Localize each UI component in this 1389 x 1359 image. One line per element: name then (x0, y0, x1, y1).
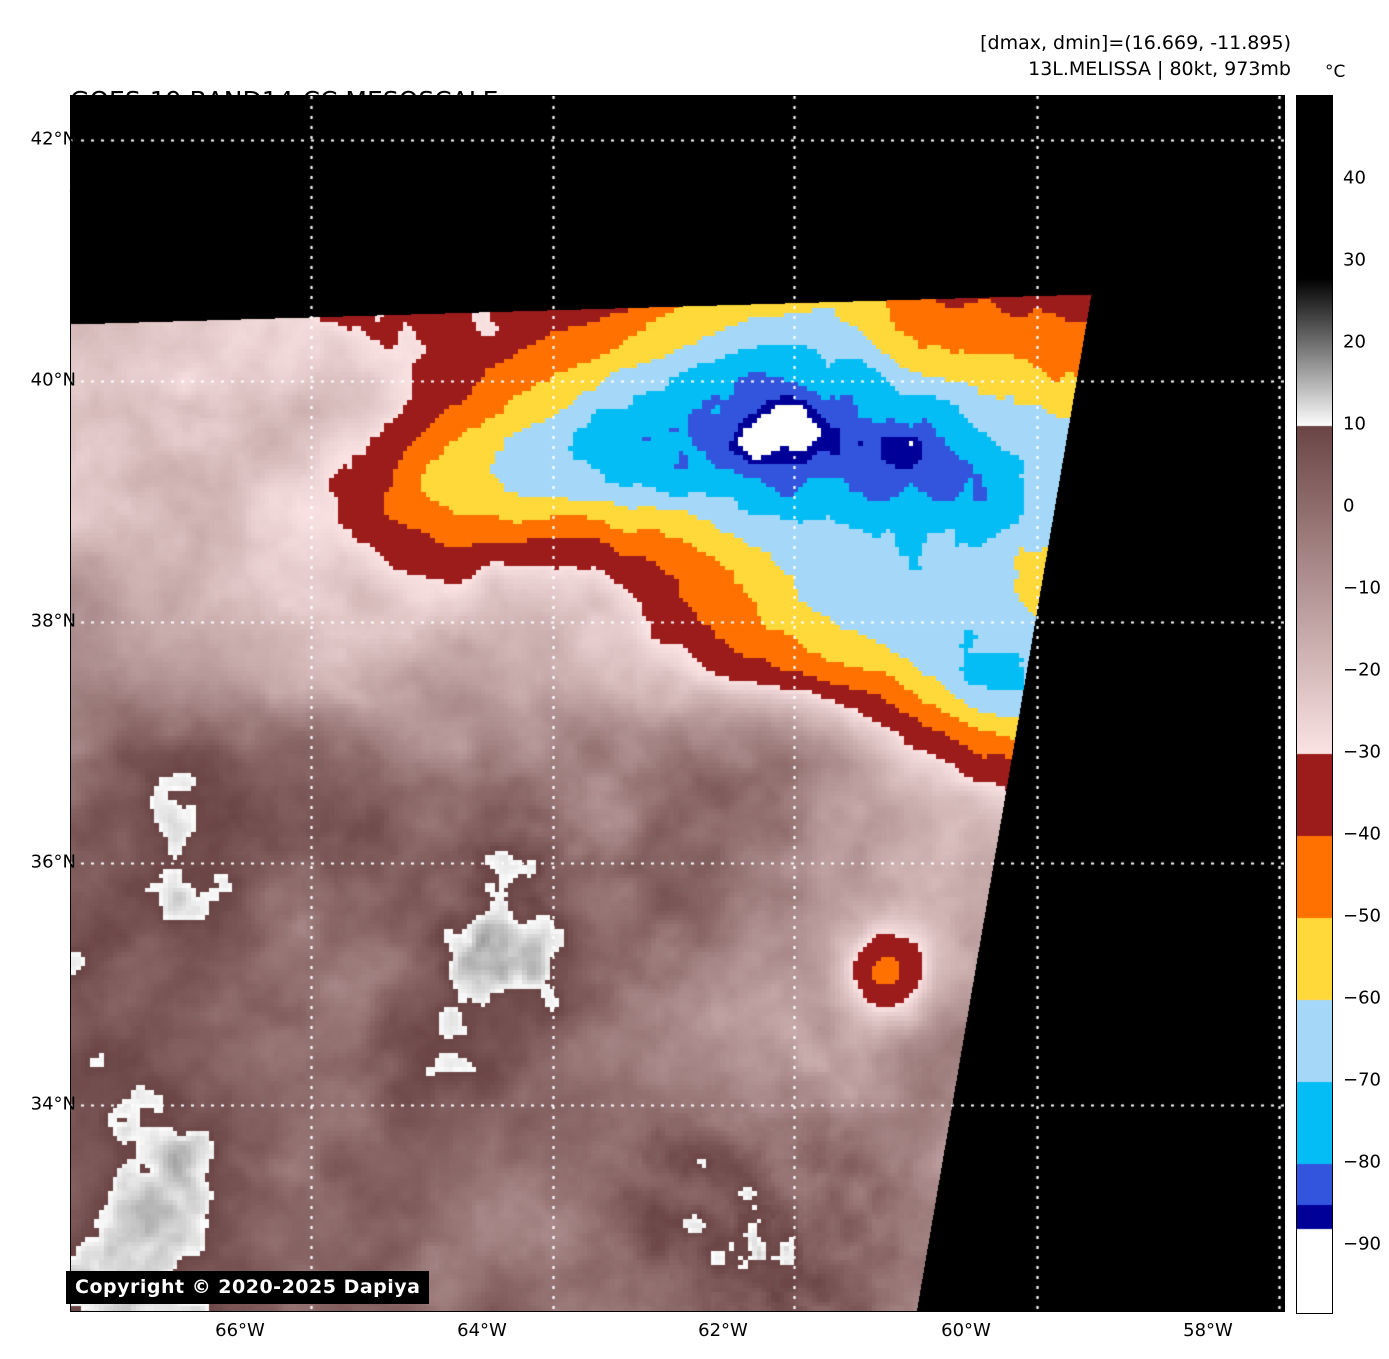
colorbar-tick-label: −90 (1343, 1233, 1381, 1255)
y-axis-tick-label: 34°N (30, 1093, 76, 1115)
x-axis-tick-label: 66°W (215, 1320, 265, 1341)
colorbar-tick-label: −20 (1343, 659, 1381, 681)
colorbar[interactable] (1296, 95, 1333, 1314)
y-axis-tick-label: 40°N (30, 369, 76, 391)
lat-lon-gridlines (71, 96, 1284, 1311)
x-axis-tick-label: 60°W (941, 1320, 991, 1341)
colorbar-tick-label: 30 (1343, 249, 1366, 271)
colorbar-tick-label: −50 (1343, 905, 1381, 927)
colorbar-tick-label: −30 (1343, 741, 1381, 763)
satellite-image-plot[interactable] (70, 95, 1285, 1312)
colorbar-tick-label: 10 (1343, 413, 1366, 435)
x-axis-tick-label: 64°W (457, 1320, 507, 1341)
colorbar-unit-label: °C (1325, 62, 1346, 82)
y-axis-tick-label: 42°N (30, 128, 76, 150)
colorbar-tick-label: −80 (1343, 1151, 1381, 1173)
colorbar-tick-label: −70 (1343, 1069, 1381, 1091)
colorbar-tick-label: 0 (1343, 495, 1355, 517)
colorbar-tick-label: −10 (1343, 577, 1381, 599)
copyright-badge: Copyright © 2020-2025 Dapiya (66, 1271, 430, 1304)
colorbar-canvas (1297, 96, 1332, 1313)
header-right: [dmax, dmin]=(16.669, -11.895) 13L.MELIS… (980, 30, 1291, 82)
data-minmax: [dmax, dmin]=(16.669, -11.895) (980, 32, 1291, 54)
colorbar-tick-label: −60 (1343, 987, 1381, 1009)
colorbar-tick-label: 40 (1343, 167, 1366, 189)
colorbar-tick-label: −40 (1343, 823, 1381, 845)
y-axis-tick-label: 36°N (30, 851, 76, 873)
x-axis-tick-label: 58°W (1183, 1320, 1233, 1341)
colorbar-tick-label: 20 (1343, 331, 1366, 353)
storm-info: 13L.MELISSA | 80kt, 973mb (1028, 58, 1291, 80)
y-axis-tick-label: 38°N (30, 610, 76, 632)
x-axis-tick-label: 62°W (698, 1320, 748, 1341)
